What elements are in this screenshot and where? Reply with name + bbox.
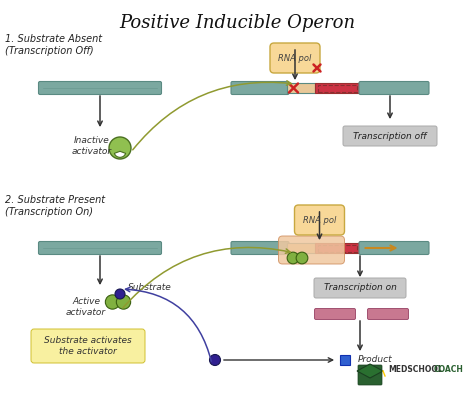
FancyBboxPatch shape [38,242,162,255]
Circle shape [210,355,220,366]
Text: Active
activator: Active activator [66,297,106,317]
FancyBboxPatch shape [314,278,406,298]
Circle shape [109,137,131,159]
FancyBboxPatch shape [359,242,429,255]
Bar [288,83,316,93]
FancyBboxPatch shape [270,43,320,73]
FancyBboxPatch shape [343,126,437,146]
Circle shape [296,252,308,264]
Text: Transcription off: Transcription off [353,132,427,141]
FancyBboxPatch shape [31,329,145,363]
FancyBboxPatch shape [279,236,345,264]
FancyBboxPatch shape [231,242,289,255]
Text: RNA pol: RNA pol [278,54,312,63]
Text: Product: Product [358,355,392,364]
Text: Transcription on: Transcription on [324,284,396,292]
Polygon shape [357,364,383,378]
FancyBboxPatch shape [231,82,289,95]
Text: COACH: COACH [434,366,464,375]
Text: RNA pol: RNA pol [303,216,336,225]
Wedge shape [114,151,126,157]
FancyBboxPatch shape [359,82,429,95]
Text: MEDSCHOOL: MEDSCHOOL [388,366,443,375]
Text: Substrate: Substrate [128,284,172,292]
Circle shape [116,295,131,309]
Circle shape [287,252,299,264]
FancyBboxPatch shape [294,205,345,235]
FancyBboxPatch shape [38,82,162,95]
FancyBboxPatch shape [358,365,382,385]
FancyBboxPatch shape [315,309,356,320]
Text: Inactive
activator: Inactive activator [72,136,112,156]
Bar [319,84,357,91]
Bar [316,243,361,253]
Text: Positive Inducible Operon: Positive Inducible Operon [119,14,355,32]
Text: Substrate activates
the activator: Substrate activates the activator [44,336,132,356]
Circle shape [115,289,125,299]
Circle shape [105,295,119,309]
FancyBboxPatch shape [367,309,409,320]
Bar [288,243,316,253]
Text: 2. Substrate Present
(Transcription On): 2. Substrate Present (Transcription On) [5,195,105,217]
Bar [316,83,361,93]
Bar [319,245,357,251]
Text: 1. Substrate Absent
(Transcription Off): 1. Substrate Absent (Transcription Off) [5,34,102,56]
